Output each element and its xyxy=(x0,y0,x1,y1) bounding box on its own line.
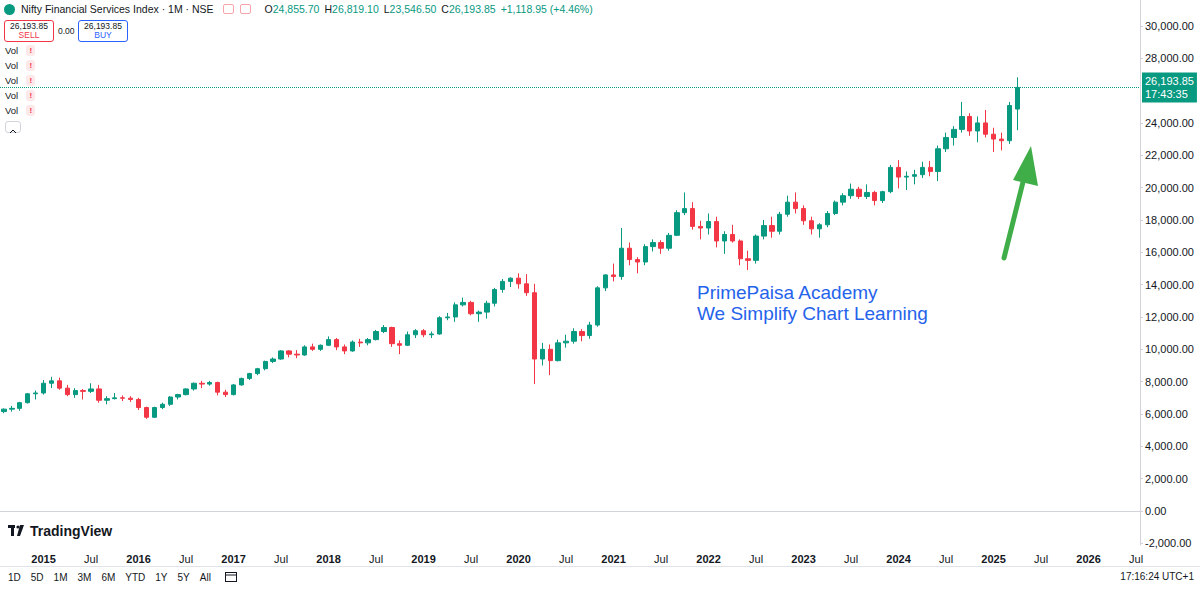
svg-text:Jul: Jul xyxy=(844,553,858,565)
svg-text:Jul: Jul xyxy=(84,553,98,565)
html-text:Vol: Vol xyxy=(5,45,19,56)
html-text:BUY: BUY xyxy=(94,30,112,40)
svg-text:2023: 2023 xyxy=(791,553,815,565)
html-text:17:16:24 UTC+1: 17:16:24 UTC+1 xyxy=(1120,571,1194,582)
html-text:Vol: Vol xyxy=(5,75,19,86)
svg-text:6,000.00: 6,000.00 xyxy=(1145,408,1188,420)
html-text:0.00: 0.00 xyxy=(58,26,75,36)
html-text:PrimePaisa Academy: PrimePaisa Academy xyxy=(697,282,878,303)
html-text:5D: 5D xyxy=(30,572,44,583)
svg-text:Jul: Jul xyxy=(654,553,668,565)
svg-text:4,000.00: 4,000.00 xyxy=(1145,440,1188,452)
svg-text:2026: 2026 xyxy=(1076,553,1100,565)
html-text:We Simplify Chart Learning: We Simplify Chart Learning xyxy=(697,303,928,324)
svg-text:26,193.85: 26,193.85 xyxy=(1145,75,1194,87)
html-text:All: All xyxy=(199,572,211,583)
svg-text:20,000.00: 20,000.00 xyxy=(1145,182,1194,194)
svg-text:2024: 2024 xyxy=(886,553,911,565)
svg-text:30,000.00: 30,000.00 xyxy=(1145,20,1194,32)
html-text:Vol: Vol xyxy=(5,60,19,71)
svg-text:2015: 2015 xyxy=(31,553,55,565)
svg-text:28,000.00: 28,000.00 xyxy=(1145,52,1194,64)
html-text:Nifty Financial Services Index: Nifty Financial Services Index · 1M · NS… xyxy=(21,3,214,15)
html-text:O 24,855.70 H 26,819.10 L 23,5: O 24,855.70 H 26,819.10 L 23,546.50 C 26… xyxy=(264,3,593,15)
svg-text:18,000.00: 18,000.00 xyxy=(1145,214,1194,226)
svg-text:Jul: Jul xyxy=(369,553,383,565)
svg-text:16,000.00: 16,000.00 xyxy=(1145,246,1194,258)
svg-text:2025: 2025 xyxy=(981,553,1005,565)
svg-text:17:43:35: 17:43:35 xyxy=(1145,88,1188,100)
svg-text:2022: 2022 xyxy=(696,553,720,565)
svg-text:Jul: Jul xyxy=(1129,553,1143,565)
svg-text:-2,000.00: -2,000.00 xyxy=(1145,537,1191,549)
html-text:Vol: Vol xyxy=(5,105,19,116)
svg-text:2021: 2021 xyxy=(601,553,625,565)
svg-text:2,000.00: 2,000.00 xyxy=(1145,473,1188,485)
svg-text:Jul: Jul xyxy=(1034,553,1048,565)
svg-text:2020: 2020 xyxy=(506,553,530,565)
html-text:26,193.85: 26,193.85 xyxy=(84,21,122,31)
svg-text:12,000.00: 12,000.00 xyxy=(1145,311,1194,323)
svg-text:0.00: 0.00 xyxy=(1145,505,1166,517)
html-text:1M: 1M xyxy=(53,572,68,583)
html-text:3M: 3M xyxy=(77,572,92,583)
svg-text:2016: 2016 xyxy=(126,553,150,565)
html-text:26,193.85: 26,193.85 xyxy=(10,21,48,31)
html-text:5Y: 5Y xyxy=(177,572,190,583)
html-text:Vol: Vol xyxy=(5,90,19,101)
svg-text:Jul: Jul xyxy=(274,553,288,565)
svg-text:Jul: Jul xyxy=(749,553,763,565)
html-text:6M: 6M xyxy=(101,572,116,583)
svg-text:14,000.00: 14,000.00 xyxy=(1145,279,1194,291)
svg-text:24,000.00: 24,000.00 xyxy=(1145,117,1194,129)
html-text:SELL: SELL xyxy=(18,30,40,40)
svg-text:22,000.00: 22,000.00 xyxy=(1145,149,1194,161)
svg-text:Jul: Jul xyxy=(464,553,478,565)
html-text:TradingView: TradingView xyxy=(30,523,113,539)
svg-text:Jul: Jul xyxy=(559,553,573,565)
svg-text:2019: 2019 xyxy=(411,553,435,565)
html-text:YTD: YTD xyxy=(125,572,146,583)
svg-text:Jul: Jul xyxy=(939,553,953,565)
html-text:1D: 1D xyxy=(8,572,21,583)
html-text:1Y: 1Y xyxy=(155,572,168,583)
svg-text:8,000.00: 8,000.00 xyxy=(1145,376,1188,388)
svg-text:2017: 2017 xyxy=(221,553,245,565)
svg-text:10,000.00: 10,000.00 xyxy=(1145,343,1194,355)
svg-text:Jul: Jul xyxy=(179,553,193,565)
svg-text:2018: 2018 xyxy=(316,553,340,565)
